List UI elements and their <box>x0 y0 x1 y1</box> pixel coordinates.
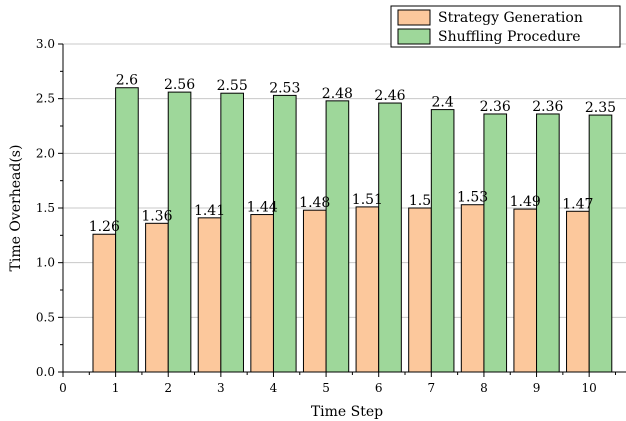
bar-shuffling-procedure <box>325 100 350 373</box>
y-tick-label: 2.5 <box>36 92 55 106</box>
data-label: 1.47 <box>562 196 593 212</box>
legend-swatch <box>397 9 431 26</box>
x-axis-title: Time Step <box>311 404 383 420</box>
data-label: 1.36 <box>141 208 172 224</box>
bar-shuffling-procedure <box>588 114 613 373</box>
legend-label: Shuffling Procedure <box>438 29 581 45</box>
x-tick-label: 1 <box>112 381 120 395</box>
data-label: 1.5 <box>409 193 431 209</box>
y-axis-title: Time Overhead(s) <box>8 145 24 272</box>
x-tick-label: 7 <box>427 381 435 395</box>
data-label: 2.55 <box>217 78 248 94</box>
y-tick-label: 3.0 <box>36 37 55 51</box>
data-labels: 1.26 2.6 1.36 2.56 1.41 2.55 1.44 2.53 1.48 2.48 1… <box>89 73 616 236</box>
legend: Strategy Generation Shuffling Procedure <box>390 5 621 48</box>
bar-strategy-generation <box>197 217 222 373</box>
y-tick-label: 1.0 <box>36 256 55 270</box>
x-tick-label: 2 <box>164 381 172 395</box>
y-tick-label: 2.0 <box>36 146 55 160</box>
x-tick-label: 5 <box>322 381 330 395</box>
x-tick-label: 10 <box>582 381 597 395</box>
data-label: 2.4 <box>431 95 453 111</box>
legend-label: Strategy Generation <box>438 10 583 26</box>
bar-strategy-generation <box>302 209 327 373</box>
bar-strategy-generation <box>355 206 380 373</box>
data-label: 1.41 <box>194 203 225 219</box>
data-label: 2.36 <box>532 99 563 115</box>
bar-strategy-generation <box>250 214 274 373</box>
bar-shuffling-procedure <box>483 113 508 373</box>
data-label: 1.44 <box>247 200 278 216</box>
x-tick-label: 8 <box>480 381 488 395</box>
x-tick-label: 4 <box>270 381 278 395</box>
y-tick-label: 0.5 <box>36 310 55 324</box>
data-label: 2.56 <box>164 77 195 93</box>
x-tick-label: 0 <box>59 381 67 395</box>
bar-strategy-generation <box>566 210 590 373</box>
data-label: 1.51 <box>352 192 383 208</box>
bar-strategy-generation <box>408 207 432 373</box>
bar-shuffling-procedure <box>220 92 244 373</box>
bar-shuffling-procedure <box>378 102 402 373</box>
x-tick-label: 3 <box>217 381 225 395</box>
axes: 0.0 0.5 1.0 1.5 2.0 2.5 3.0 0 1 2 3 4 5 6 7 8 9 10 <box>36 37 626 395</box>
y-tick-label: 0.0 <box>36 365 55 379</box>
data-label: 2.35 <box>585 100 616 116</box>
bar-strategy-generation <box>92 233 117 373</box>
data-label: 2.48 <box>322 86 353 102</box>
bar-shuffling-procedure <box>430 109 455 373</box>
data-label: 1.48 <box>299 195 330 211</box>
y-tick-label: 1.5 <box>36 201 55 215</box>
data-label: 1.26 <box>89 219 120 235</box>
x-tick-label: 6 <box>375 381 383 395</box>
data-label: 2.6 <box>116 73 138 89</box>
bar-strategy-generation <box>460 204 485 373</box>
legend-swatch <box>397 28 431 45</box>
data-label: 1.49 <box>510 194 541 210</box>
bar-shuffling-procedure <box>167 91 192 373</box>
bar-strategy-generation <box>145 222 169 373</box>
bar-strategy-generation <box>513 208 538 373</box>
bar-shuffling-procedure <box>536 113 560 373</box>
bars <box>92 87 613 373</box>
data-label: 2.53 <box>269 80 300 96</box>
data-label: 2.46 <box>374 88 405 104</box>
x-tick-label: 9 <box>533 381 541 395</box>
data-label: 1.53 <box>457 190 488 206</box>
bar-shuffling-procedure <box>272 94 297 373</box>
data-label: 2.36 <box>480 99 511 115</box>
